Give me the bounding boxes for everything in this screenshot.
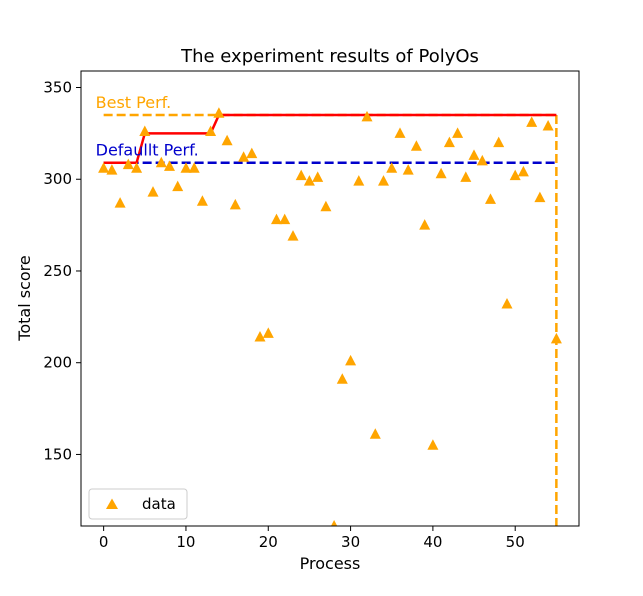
data-point (155, 156, 167, 168)
x-tick-label: 40 (423, 533, 442, 551)
reference-label-best-perf: Best Perf. (96, 93, 172, 112)
legend-marker-triangle (106, 498, 118, 509)
data-point (542, 120, 554, 131)
reference-labels-layer: Best Perf. Defaullt Perf. (96, 93, 199, 160)
data-point (386, 162, 398, 173)
data-point (361, 110, 373, 122)
y-tick-label: 300 (43, 170, 72, 188)
data-point (517, 165, 529, 177)
data-point (378, 175, 389, 186)
y-tick-label: 350 (43, 79, 72, 97)
data-point (534, 191, 546, 203)
data-point (246, 147, 258, 159)
data-point (320, 200, 332, 212)
x-tick-label: 0 (99, 533, 109, 551)
data-point (262, 327, 274, 338)
data-point (336, 373, 348, 384)
data-point (98, 162, 110, 173)
data-point (238, 151, 250, 162)
x-tick-label: 30 (341, 533, 360, 551)
data-point (114, 197, 126, 208)
data-point (435, 167, 447, 179)
data-point (213, 107, 225, 118)
data-point (205, 125, 217, 136)
legend: data (88, 488, 188, 520)
data-point (303, 175, 315, 186)
data-points-layer (98, 107, 562, 526)
data-point (279, 213, 291, 225)
chart-title: The experiment results of PolyOs (180, 46, 479, 67)
data-point (172, 180, 184, 192)
data-point (254, 331, 266, 342)
reference-label-defaullt-perf: Defaullt Perf. (96, 141, 199, 160)
data-point (164, 160, 175, 171)
data-point (460, 171, 472, 182)
data-point (221, 134, 233, 146)
data-point (550, 332, 562, 344)
data-point (196, 195, 208, 206)
axes-frame (80, 70, 580, 527)
plot-area: Best Perf. Defaullt Perf. (80, 70, 580, 527)
data-point (180, 162, 192, 173)
x-tick-label: 50 (506, 533, 525, 551)
data-point (443, 136, 455, 148)
data-point (468, 149, 480, 160)
data-point (287, 230, 299, 241)
x-axis-ticks: 0 10 20 30 40 50 (99, 526, 525, 551)
data-point (402, 164, 414, 175)
data-point (369, 428, 381, 439)
best-so-far-line (103, 113, 557, 164)
data-point (526, 116, 538, 127)
x-tick-label: 10 (176, 533, 195, 551)
data-point (147, 186, 159, 197)
x-tick-label: 20 (259, 533, 278, 551)
legend-label-data: data (142, 495, 176, 513)
data-point (345, 354, 357, 366)
data-point (394, 127, 406, 138)
y-tick-label: 200 (43, 354, 72, 372)
data-point (427, 439, 439, 450)
y-tick-label: 150 (43, 445, 72, 463)
data-point (106, 164, 118, 175)
data-point (312, 171, 324, 182)
data-point (493, 136, 505, 148)
data-point (139, 125, 151, 136)
data-point (509, 169, 521, 181)
data-point (295, 169, 307, 181)
data-point (122, 158, 134, 170)
data-point (131, 162, 143, 173)
data-point (419, 219, 431, 230)
data-point (452, 127, 464, 138)
data-point (410, 140, 422, 151)
x-axis-label: Process (300, 554, 361, 573)
data-point (501, 298, 513, 309)
y-axis-label: Total score (15, 255, 34, 341)
legend-box (88, 488, 188, 520)
data-point (485, 193, 496, 204)
data-point (188, 162, 200, 173)
data-point (476, 154, 488, 166)
best-curve-layer (103, 113, 557, 164)
data-point (271, 213, 282, 225)
y-axis-ticks: 150 200 250 300 350 (43, 79, 81, 463)
data-point (330, 520, 338, 526)
data-point (229, 198, 241, 210)
y-tick-label: 250 (43, 262, 72, 280)
data-point (353, 175, 365, 186)
